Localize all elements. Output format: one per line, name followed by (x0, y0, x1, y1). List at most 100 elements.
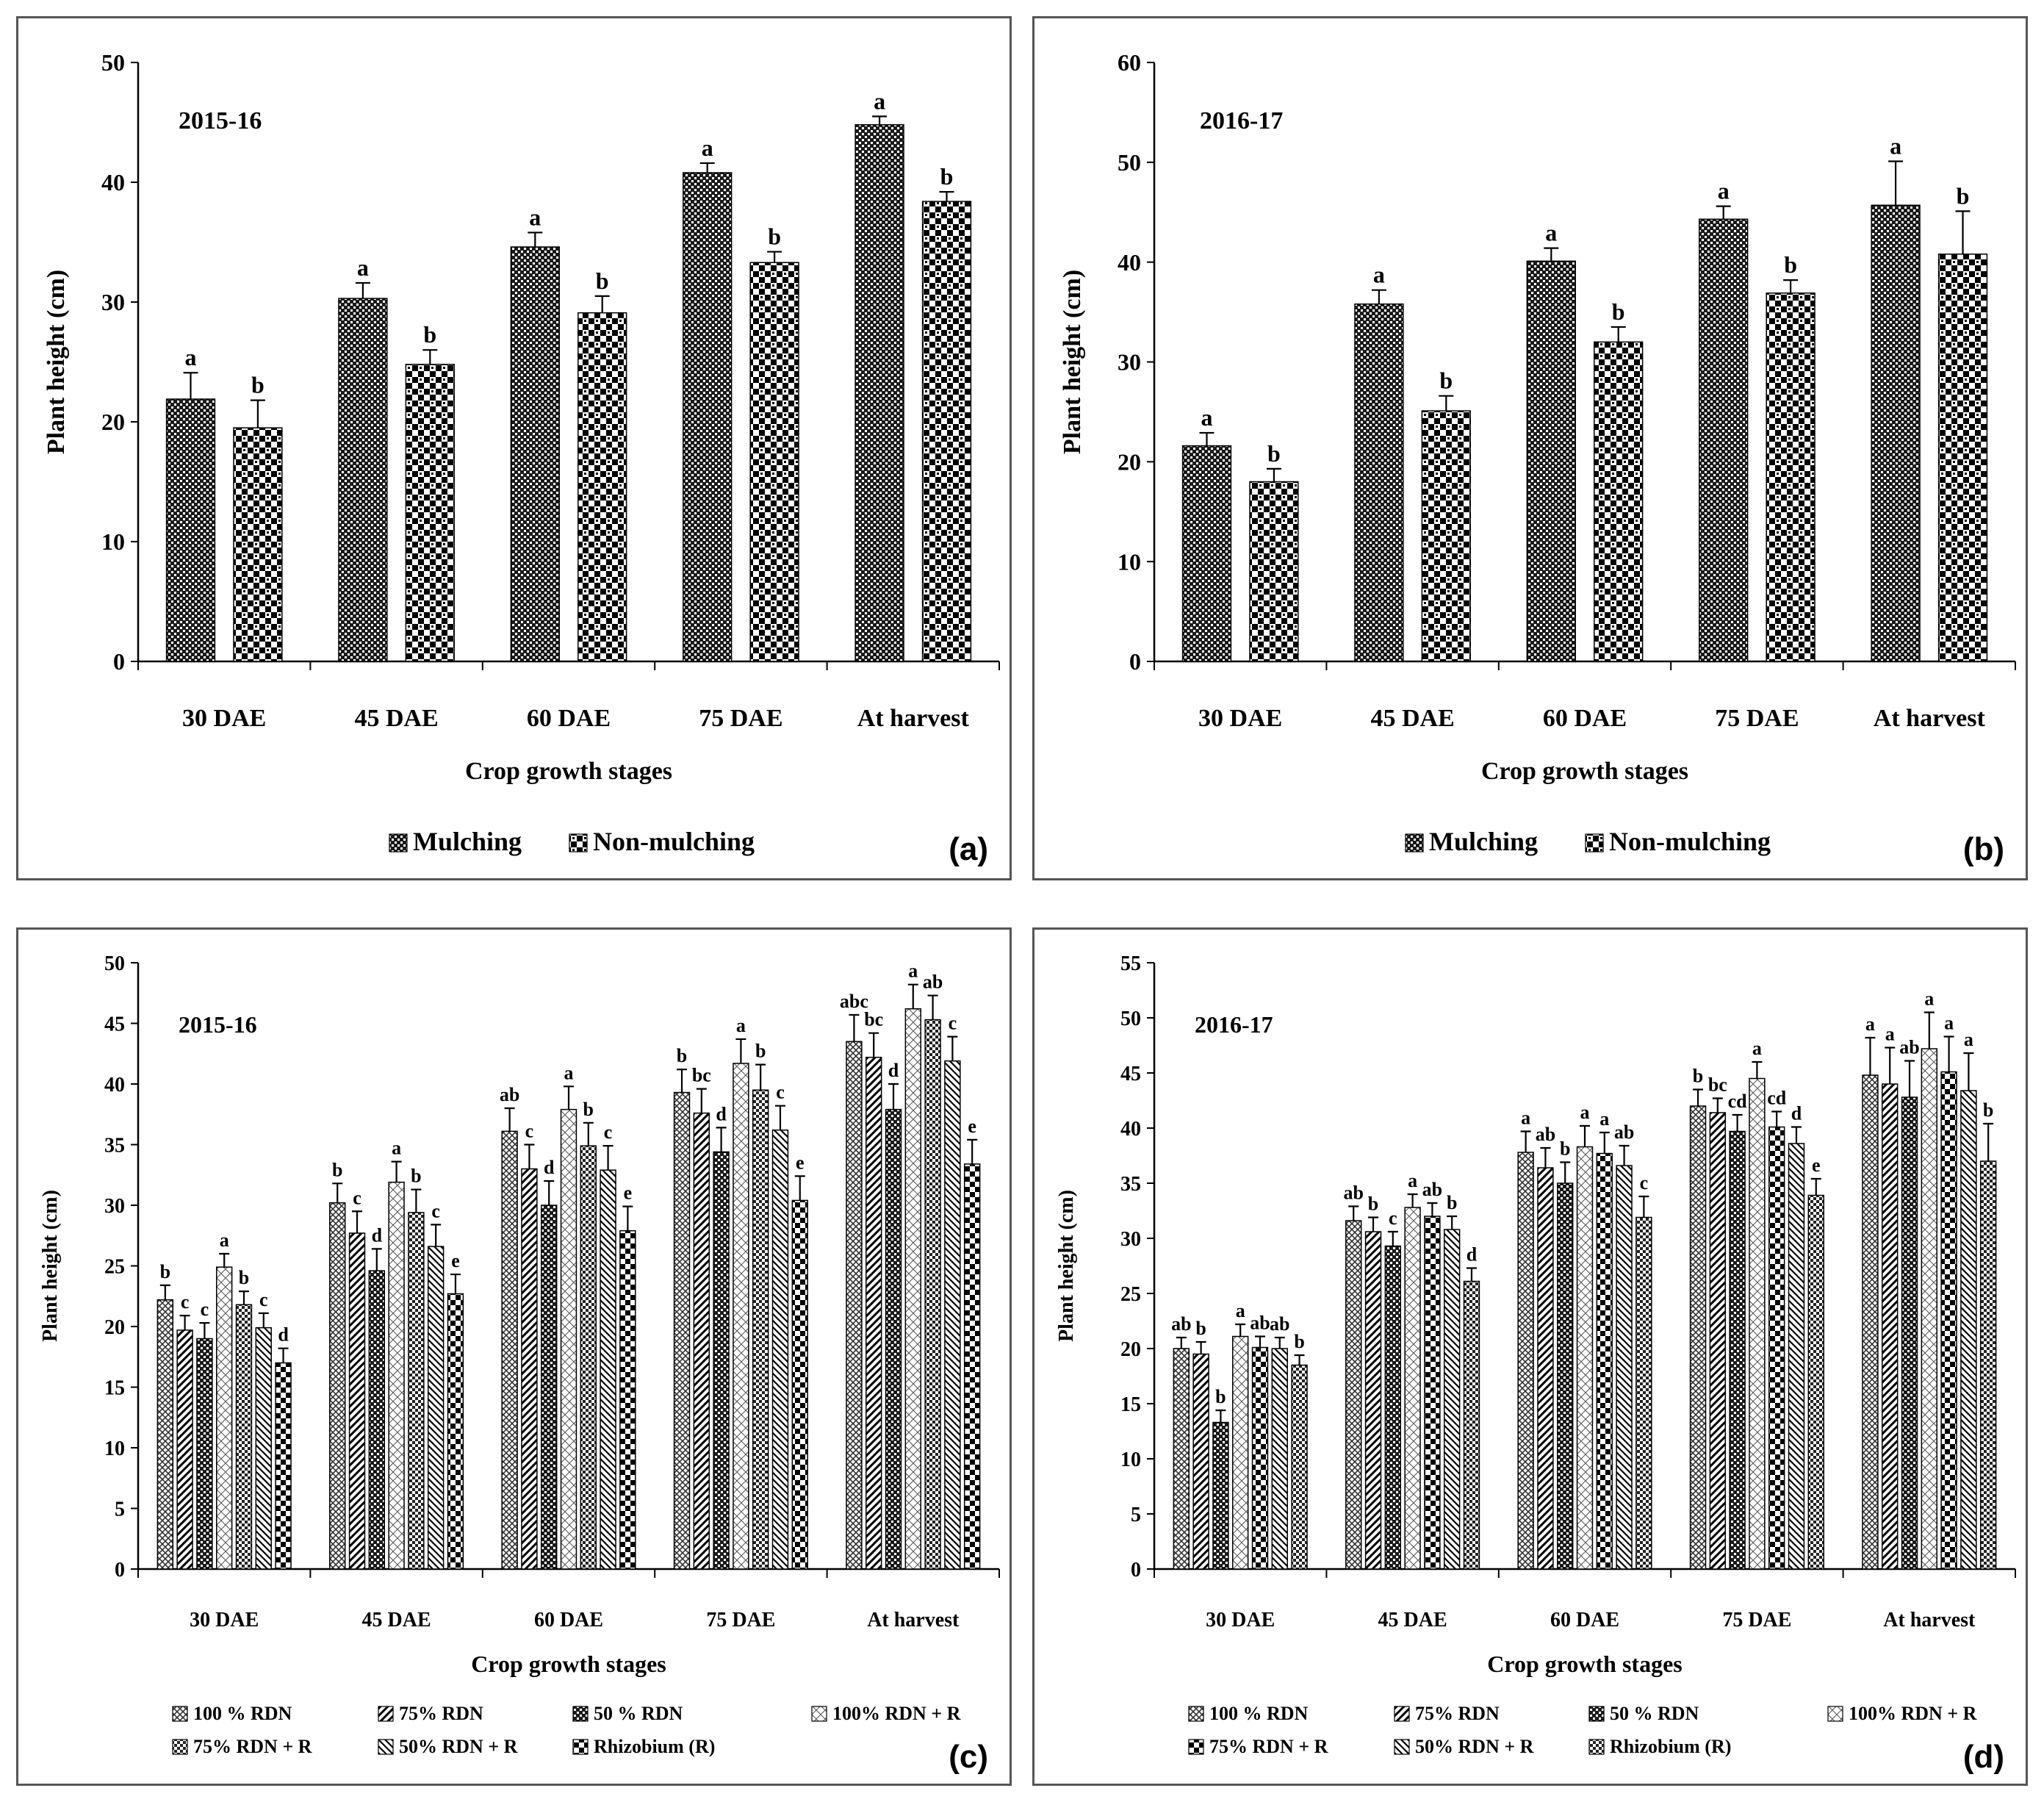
error-bar (183, 372, 198, 400)
significance-letter: b (1693, 1066, 1703, 1087)
significance-letter: d (372, 1224, 383, 1246)
x-tick-label: 30 DAE (1206, 1609, 1275, 1632)
legend-label: Rhizobium (R) (594, 1736, 715, 1757)
significance-letter: b (596, 268, 609, 294)
legend-label: Mulching (413, 827, 522, 856)
bar (560, 1108, 577, 1570)
error-bar (352, 1210, 363, 1233)
legend-label: 50 % RDN (1610, 1703, 1699, 1724)
bar (1709, 1112, 1727, 1570)
bar (427, 1246, 445, 1570)
y-tick-label: 35 (104, 1134, 125, 1157)
bar (196, 1338, 213, 1570)
bar (693, 1112, 710, 1570)
significance-letter: a (1580, 1102, 1590, 1123)
bar (1979, 1160, 1997, 1570)
error-bar (1544, 247, 1559, 262)
significance-letter: b (1957, 182, 1970, 209)
significance-letter: ab (923, 972, 943, 993)
error-bar (544, 1180, 555, 1205)
significance-letter: a (392, 1138, 401, 1159)
legend-swatch (569, 833, 588, 852)
y-tick-label: 5 (115, 1498, 125, 1521)
bar (1749, 1077, 1766, 1570)
bar (388, 1181, 405, 1570)
error-bar (1387, 1230, 1398, 1246)
legend-label: 75% RDN + R (193, 1736, 312, 1757)
significance-letter: b (423, 321, 436, 348)
significance-letter: b (332, 1159, 342, 1180)
bar (1251, 1346, 1269, 1570)
error-bar (1580, 1124, 1590, 1147)
error-bar (431, 1224, 442, 1247)
bar (1596, 1152, 1613, 1570)
error-bar (159, 1284, 170, 1300)
significance-letter: d (1791, 1103, 1802, 1124)
significance-letter: cd (1767, 1088, 1787, 1109)
bar (1901, 1096, 1918, 1570)
error-bar (1885, 1047, 1896, 1084)
error-bar (716, 1127, 727, 1152)
bar (1807, 1194, 1824, 1570)
y-tick-label: 10 (101, 528, 125, 555)
x-tick-label: 75 DAE (706, 1609, 775, 1632)
bar (235, 1304, 253, 1570)
legend-swatch (378, 1739, 394, 1755)
significance-letter: a (702, 134, 713, 161)
y-tick-label: 30 (1120, 1228, 1141, 1251)
significance-letter: b (768, 223, 781, 250)
x-axis-title: Crop growth stages (471, 1651, 666, 1677)
significance-letter: b (160, 1261, 170, 1282)
legend-label: 100 % RDN (1209, 1703, 1309, 1724)
significance-letter: ab (500, 1084, 519, 1105)
significance-letter: c (181, 1291, 190, 1313)
bar (1576, 1146, 1594, 1570)
bar (1404, 1207, 1421, 1570)
bar (1421, 410, 1471, 662)
bar (329, 1202, 346, 1570)
significance-letter: d (278, 1324, 289, 1346)
x-tick-label: 75 DAE (699, 705, 782, 732)
bar (368, 1270, 386, 1570)
error-bar (1752, 1060, 1763, 1079)
legend-swatch (1405, 833, 1424, 852)
year-label: 2015-16 (179, 1011, 257, 1038)
error-bar (794, 1175, 805, 1201)
error-bar (1540, 1146, 1551, 1168)
error-bar (1599, 1131, 1610, 1154)
significance-letter: a (1944, 1013, 1954, 1034)
chart-svg-b: 0 10 20 30 40 50 60 30 DAE a b 45 DAE a b 60 DAE a b 75 … (1059, 49, 2016, 867)
panel-label: (a) (949, 831, 988, 867)
legend-swatch (1188, 1706, 1204, 1722)
bar (1443, 1229, 1461, 1570)
significance-letter: c (259, 1289, 268, 1310)
significance-letter: d (544, 1157, 555, 1178)
bar (1921, 1048, 1937, 1570)
y-tick-label: 50 (104, 952, 125, 975)
bar (1616, 1165, 1633, 1570)
bar (1291, 1364, 1308, 1570)
error-bar (1368, 1216, 1379, 1232)
bar (405, 364, 455, 662)
error-bar (1266, 467, 1281, 482)
error-bar (1716, 205, 1731, 220)
bar (904, 1008, 921, 1570)
significance-letter: c (431, 1200, 440, 1221)
error-bar (199, 1321, 210, 1339)
bar (1940, 1071, 1957, 1570)
error-bar (371, 1248, 382, 1271)
legend-swatch (1588, 1739, 1605, 1755)
x-tick-label: 30 DAE (190, 1609, 259, 1632)
significance-letter: b (1447, 1192, 1457, 1213)
error-bar (1439, 395, 1454, 412)
error-bar (524, 1144, 535, 1169)
y-tick-label: 30 (101, 289, 125, 315)
error-bar (1520, 1130, 1531, 1152)
chart-svg-a: 0 10 20 30 40 50 30 DAE a b 45 DAE a b 60 DAE a b 75 DA… (43, 49, 1000, 867)
y-tick-label: 40 (1120, 1118, 1141, 1141)
error-bar (1963, 1052, 1974, 1091)
significance-letter: c (525, 1121, 534, 1142)
bar (1768, 1126, 1785, 1570)
error-bar (564, 1085, 574, 1110)
chart-panel-c: 0 5 10 15 20 25 30 35 40 45 50 30 DAE b c c a b c d 45 DAE b… (16, 927, 1012, 1786)
